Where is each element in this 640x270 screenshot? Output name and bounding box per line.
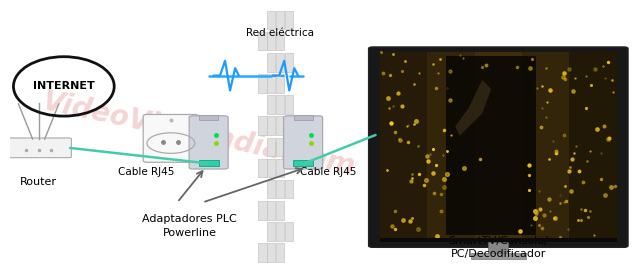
Bar [570, 52, 617, 238]
Bar [285, 180, 293, 198]
Text: Red eléctrica: Red eléctrica [246, 28, 314, 38]
Bar [268, 137, 275, 156]
Bar [259, 32, 266, 50]
Bar [259, 116, 266, 135]
FancyBboxPatch shape [198, 160, 219, 166]
Bar [268, 180, 275, 198]
Bar [268, 116, 275, 135]
Bar [276, 180, 284, 198]
Bar [259, 74, 266, 93]
Bar [522, 52, 570, 238]
Bar [380, 238, 617, 242]
Bar [380, 52, 428, 238]
Bar [259, 159, 266, 177]
FancyBboxPatch shape [6, 138, 72, 158]
Bar [285, 11, 293, 29]
FancyBboxPatch shape [199, 115, 218, 120]
Bar [428, 52, 475, 238]
Bar [488, 242, 508, 256]
Bar [380, 52, 617, 238]
Bar [259, 201, 266, 220]
FancyBboxPatch shape [294, 115, 312, 120]
Bar [276, 11, 284, 29]
Bar [276, 74, 284, 93]
Polygon shape [455, 80, 492, 136]
Bar [268, 32, 275, 50]
Bar [276, 116, 284, 135]
Text: SmartTV/Consola/
PC/Decodificador: SmartTV/Consola/ PC/Decodificador [449, 236, 548, 259]
Text: Adaptadores PLC
Powerline: Adaptadores PLC Powerline [142, 214, 237, 238]
Bar [285, 95, 293, 114]
Bar [276, 222, 284, 241]
Bar [276, 53, 284, 72]
Bar [268, 243, 275, 262]
Bar [276, 32, 284, 50]
FancyBboxPatch shape [293, 160, 313, 166]
Bar [285, 53, 293, 72]
Bar [475, 52, 522, 238]
Bar [276, 159, 284, 177]
FancyBboxPatch shape [284, 116, 323, 169]
Bar [268, 53, 275, 72]
Bar [268, 222, 275, 241]
FancyBboxPatch shape [369, 47, 628, 247]
Bar [268, 74, 275, 93]
Bar [268, 159, 275, 177]
Bar [268, 95, 275, 114]
Text: Cable RJ45: Cable RJ45 [118, 167, 174, 177]
Bar [285, 137, 293, 156]
Bar [276, 243, 284, 262]
Text: VideoVigilandia.com: VideoVigilandia.com [40, 88, 358, 182]
Bar [276, 137, 284, 156]
Text: Cable RJ45: Cable RJ45 [300, 167, 356, 177]
Bar [259, 243, 266, 262]
Bar [276, 201, 284, 220]
Bar [285, 222, 293, 241]
Bar [276, 95, 284, 114]
Text: INTERNET: INTERNET [33, 81, 95, 92]
Bar [470, 253, 526, 259]
FancyBboxPatch shape [189, 116, 228, 169]
Bar [268, 201, 275, 220]
FancyBboxPatch shape [143, 114, 198, 162]
Bar [446, 56, 536, 235]
Bar [268, 11, 275, 29]
Text: Router: Router [20, 177, 57, 187]
